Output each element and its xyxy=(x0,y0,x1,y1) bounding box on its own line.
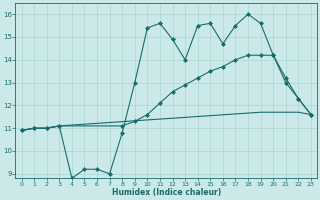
X-axis label: Humidex (Indice chaleur): Humidex (Indice chaleur) xyxy=(112,188,221,197)
